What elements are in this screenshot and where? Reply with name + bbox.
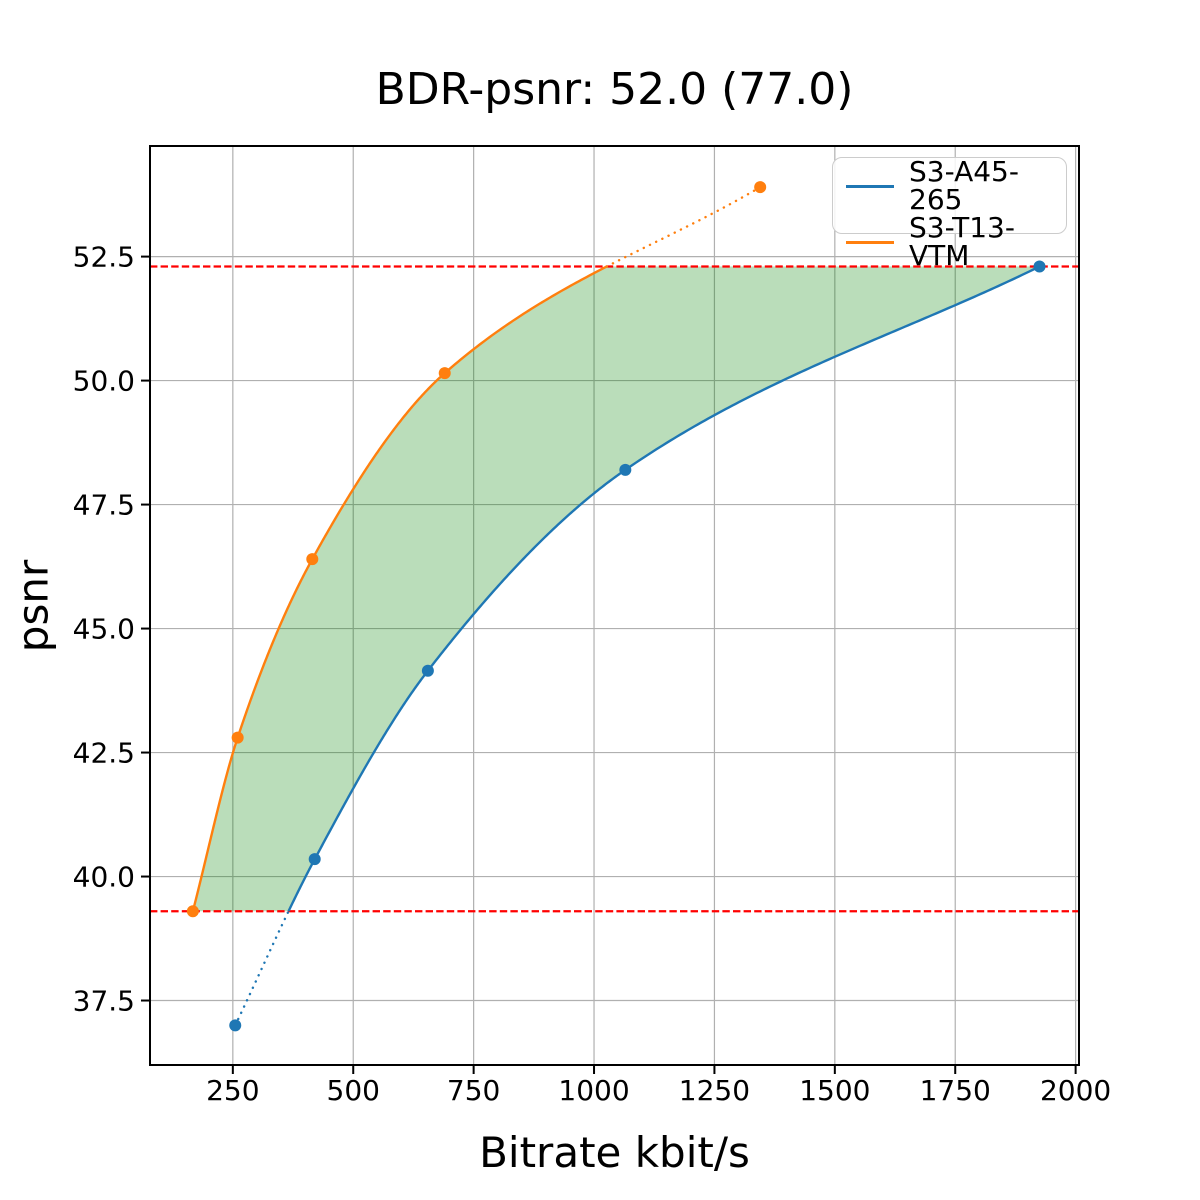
y-tick-label: 52.5 (73, 241, 135, 274)
x-tick-label: 1250 (679, 1074, 750, 1107)
legend-line-icon (846, 240, 894, 244)
data-point-s3-t13-vtm (231, 731, 244, 744)
y-tick-label: 42.5 (73, 737, 135, 770)
legend-item-s3-a45-265: S3-A45-265 (846, 158, 1066, 214)
data-point-s3-a45-265 (619, 463, 632, 476)
curve-dotted-s3-t13-vtm (605, 185, 762, 268)
data-point-s3-t13-vtm (438, 367, 451, 380)
data-point-s3-t13-vtm (186, 905, 199, 918)
data-point-s3-a45-265 (421, 664, 434, 677)
legend-item-s3-t13-vtm: S3-T13-VTM (846, 214, 1066, 270)
x-tick-label: 1500 (799, 1074, 870, 1107)
curve-dotted-s3-a45-265 (234, 910, 290, 1027)
y-tick-label: 45.0 (73, 613, 135, 646)
y-tick-label: 40.0 (73, 861, 135, 894)
legend-label: S3-A45-265 (909, 155, 1019, 216)
x-tick-label: 2000 (1040, 1074, 1111, 1107)
data-point-s3-a45-265 (1033, 260, 1046, 273)
x-tick-label: 750 (447, 1074, 500, 1107)
x-tick-label: 1750 (920, 1074, 991, 1107)
y-tick-label: 47.5 (73, 489, 135, 522)
legend-line-icon (846, 184, 894, 188)
y-axis-label: psnr (8, 559, 58, 653)
legend: S3-A45-265 S3-T13-VTM (832, 157, 1067, 270)
shaded-region (192, 266, 1040, 912)
curve-s3-a45-265 (287, 265, 1041, 912)
data-point-s3-a45-265 (308, 853, 321, 866)
x-tick-label: 500 (327, 1074, 380, 1107)
y-tick-label: 37.5 (73, 985, 135, 1018)
x-tick-label: 250 (206, 1074, 259, 1107)
x-tick-label: 1000 (558, 1074, 629, 1107)
y-tick-label: 50.0 (73, 365, 135, 398)
curve-s3-t13-vtm (191, 265, 608, 912)
data-point-s3-a45-265 (229, 1019, 242, 1032)
x-axis-label: Bitrate kbit/s (479, 1128, 750, 1177)
data-point-s3-t13-vtm (306, 553, 319, 566)
legend-label: S3-T13-VTM (909, 211, 1015, 272)
axes-spines (149, 145, 1080, 1066)
data-point-s3-t13-vtm (754, 181, 767, 194)
chart-title: BDR-psnr: 52.0 (77.0) (375, 64, 854, 115)
